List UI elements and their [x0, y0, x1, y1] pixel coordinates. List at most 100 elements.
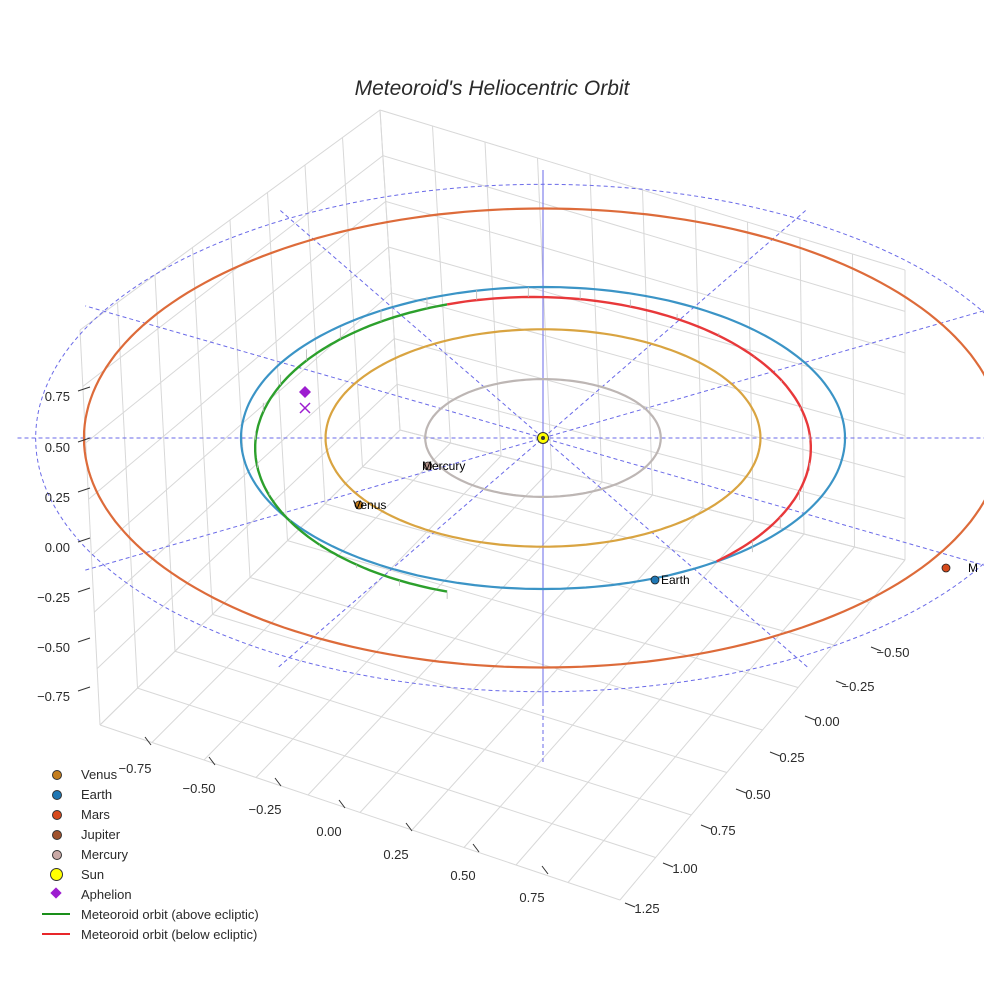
grid-line — [79, 109, 906, 331]
axis-ticks: 0.75 0.50 0.25 0.00 −0.25 −0.50 −0.75 −0.75 −0.5… — [37, 386, 910, 916]
grid-line — [411, 507, 704, 831]
legend-item[interactable]: Meteoroid orbit (above ecliptic) — [38, 904, 259, 924]
legend-symbol — [38, 764, 76, 784]
x-tick-label: 0.75 — [519, 890, 544, 905]
legend-symbol — [38, 824, 76, 844]
y-tick-label: −0.50 — [877, 645, 910, 660]
grid-line — [589, 173, 603, 483]
z-tick-label: −0.25 — [37, 590, 70, 605]
legend-marker — [52, 810, 62, 820]
legend-label: Earth — [81, 786, 113, 802]
grid-line — [463, 520, 754, 848]
x-tick — [144, 736, 152, 746]
x-tick — [274, 777, 282, 787]
grid-line — [619, 559, 906, 901]
label-earth: Earth — [661, 573, 690, 587]
z-tick — [77, 637, 91, 643]
legend-label: Aphelion — [81, 886, 132, 902]
planet-earth — [650, 575, 660, 585]
y-tick — [804, 715, 816, 721]
legend-label: Meteoroid orbit (below ecliptic) — [81, 926, 258, 942]
legend-symbol — [38, 924, 76, 944]
grid-line — [79, 329, 101, 726]
z-tick-label: 0.75 — [45, 389, 70, 404]
z-tick-label: −0.50 — [37, 640, 70, 655]
label-mars: M — [968, 561, 978, 575]
legend-item[interactable]: Earth — [38, 784, 259, 804]
grid-line — [203, 455, 502, 761]
y-tick-label: 0.75 — [710, 823, 735, 838]
grid-line — [117, 302, 138, 689]
z-tick-label: 0.00 — [45, 540, 70, 555]
orbit-mercury — [424, 378, 662, 498]
legend-marker — [42, 913, 70, 915]
z-tick — [77, 386, 91, 392]
grid-line — [82, 155, 906, 387]
planet-orbits — [82, 207, 984, 669]
grid-line — [96, 383, 906, 669]
planet-venus — [354, 500, 364, 510]
legend-label: Jupiter — [81, 826, 121, 842]
x-tick — [338, 799, 346, 809]
legend-symbol — [38, 844, 76, 864]
z-tick — [77, 437, 91, 443]
grid-line — [307, 481, 603, 796]
grid — [79, 109, 906, 901]
ecliptic-spoke — [85, 310, 984, 571]
x-tick-label: −0.75 — [119, 761, 152, 776]
chart-title: Meteoroid's Heliocentric Orbit — [355, 77, 631, 100]
label-mercury: Mercury — [422, 459, 465, 473]
z-tick — [77, 537, 91, 543]
x-tick — [472, 843, 480, 853]
x-tick-label: 0.00 — [316, 824, 341, 839]
legend-label: Mars — [81, 806, 110, 822]
meteoroid-orbit — [253, 287, 812, 599]
ecliptic-spoke — [85, 305, 984, 566]
aphelion-projection — [299, 402, 311, 414]
meteoroid-arc-above — [253, 303, 448, 593]
legend-item[interactable]: Venus — [38, 764, 259, 784]
legend-item[interactable]: Mars — [38, 804, 259, 824]
ecliptic-spoke — [278, 208, 808, 668]
legend-symbol — [38, 904, 76, 924]
orbit-earth — [239, 285, 847, 591]
grid-line — [229, 219, 251, 578]
z-tick — [77, 487, 91, 493]
y-tick-label: 1.00 — [672, 861, 697, 876]
grid-line — [342, 137, 363, 467]
grid-line — [432, 125, 451, 444]
legend-item[interactable]: Aphelion — [38, 884, 259, 904]
legend-marker — [50, 868, 63, 881]
legend-marker — [52, 770, 62, 780]
grid-line — [747, 221, 754, 522]
grid-line — [694, 205, 704, 509]
orbit-mars — [82, 207, 984, 669]
z-tick — [77, 686, 91, 692]
legend-marker — [52, 830, 62, 840]
legend-item[interactable]: Mercury — [38, 844, 259, 864]
legend-marker — [52, 850, 62, 860]
legend-marker — [52, 790, 62, 800]
y-tick — [624, 902, 636, 908]
legend-label: Venus — [81, 766, 118, 782]
grid-line — [515, 533, 805, 866]
x-tick — [541, 865, 549, 875]
legend-item[interactable]: Sun — [38, 864, 259, 884]
grid-line — [88, 246, 906, 500]
y-tick — [870, 646, 882, 652]
legend-symbol — [38, 864, 76, 884]
x-tick — [405, 822, 413, 832]
legend-symbol — [38, 784, 76, 804]
y-tick-label: 0.25 — [779, 750, 804, 765]
orbit-venus — [324, 328, 762, 548]
x-tick-label: −0.25 — [249, 802, 282, 817]
legend-item[interactable]: Jupiter — [38, 824, 259, 844]
y-tick — [700, 824, 712, 830]
y-tick — [662, 862, 674, 868]
x-tick-label: 0.25 — [383, 847, 408, 862]
planet-mars — [941, 563, 951, 573]
y-tick — [835, 680, 847, 686]
legend-item[interactable]: Meteoroid orbit (below ecliptic) — [38, 924, 259, 944]
x-tick-label: 0.50 — [450, 868, 475, 883]
